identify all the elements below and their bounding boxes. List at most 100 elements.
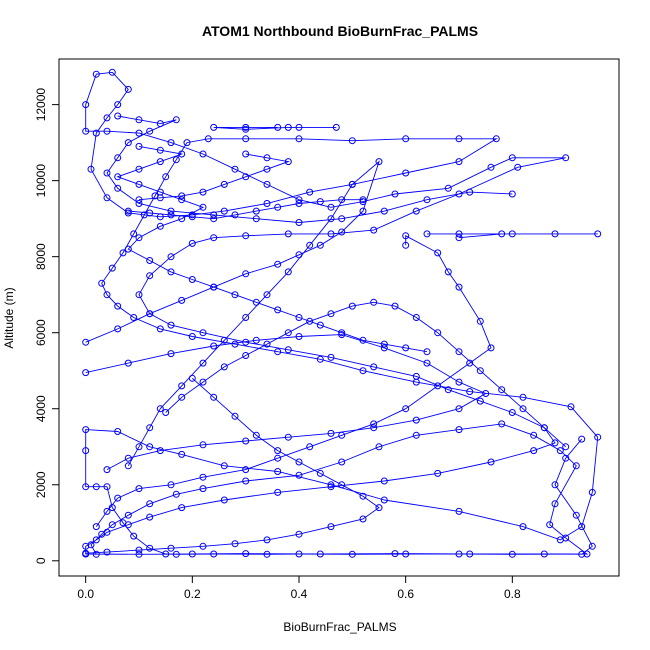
data-point [156,447,164,455]
data-point [199,203,207,211]
data-point [412,431,420,439]
data-point [402,405,410,413]
data-point [263,291,271,299]
data-point [103,127,111,135]
data-point [124,521,132,529]
data-point [242,150,250,158]
data-point [146,209,154,217]
data-point [242,314,250,321]
data-point [284,433,292,441]
data-point [92,536,100,544]
data-point [316,550,324,558]
data-point [231,540,239,548]
data-point [482,390,490,397]
data-point [540,550,548,558]
series-line [85,160,380,467]
data-point [242,477,250,485]
data-series [92,232,495,531]
data-point [167,253,175,261]
data-point [242,437,250,445]
data-point [199,485,207,493]
data-point [551,439,559,447]
data-point [135,291,143,299]
data-point [231,412,239,420]
data-point [220,363,228,371]
x-tick-label: 0.6 [397,587,414,601]
data-point [455,405,463,413]
data-point [82,101,90,109]
data-series [82,68,602,558]
data-point [444,268,452,276]
data-point [562,454,570,462]
data-point [188,333,196,340]
data-point [242,232,250,240]
data-point [242,173,250,181]
data-point [562,443,570,451]
data-point [199,329,207,337]
data-point [402,135,410,143]
data-point [338,196,346,204]
data-point [210,283,218,291]
data-point [284,158,292,166]
data-point [434,382,442,390]
data-point [327,481,335,489]
data-point [370,420,378,428]
data-point [316,241,324,249]
data-point [274,306,282,314]
data-point [466,388,474,396]
data-point [295,123,303,131]
data-point [476,367,484,375]
data-point [263,550,271,558]
data-point [252,431,260,439]
data-series [82,374,383,557]
data-point [498,386,506,394]
x-tick-label: 0.2 [184,587,201,601]
plot-frame [58,58,620,577]
data-point [178,150,186,158]
data-point [338,458,346,466]
data-point [327,353,335,361]
data-point [162,409,170,416]
data-point [402,344,410,352]
data-point [295,219,303,226]
data-point [380,344,388,352]
data-point [455,283,463,291]
data-point [423,230,431,238]
data-point [146,424,154,432]
data-point [359,492,367,500]
data-point [167,481,175,489]
data-point [242,135,250,143]
data-point [274,260,282,268]
data-point [252,215,260,223]
data-point [402,232,410,240]
data-point [210,123,218,131]
data-point [508,550,516,558]
data-point [242,466,250,474]
data-point [540,424,548,432]
data-point [124,85,132,93]
data-point [199,378,207,386]
data-point [567,403,575,411]
data-point [556,447,564,455]
data-point [220,336,228,344]
x-tick-label: 0.0 [77,587,94,601]
data-point [188,374,196,382]
series-layer [82,68,602,558]
data-point [327,230,335,238]
data-point [210,211,218,219]
data-series [124,196,367,223]
data-point [178,196,186,204]
data-point [327,483,335,491]
data-point [455,507,463,515]
data-point [135,129,143,137]
data-point [455,190,463,198]
data-point [188,239,196,247]
data-point [412,207,420,215]
data-point [92,483,100,491]
data-point [146,127,154,135]
data-point [284,230,292,238]
data-point [348,302,356,310]
data-point [572,462,580,470]
data-point [210,234,218,242]
data-point [380,477,388,485]
